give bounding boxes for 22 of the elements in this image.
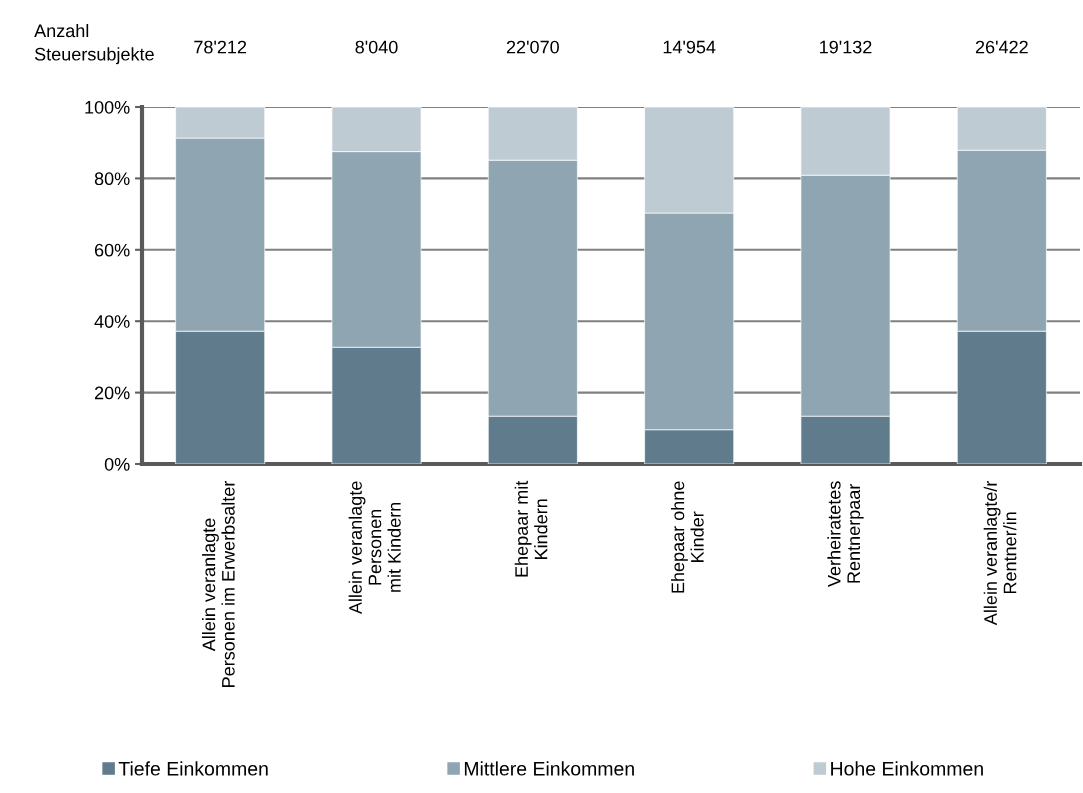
x-tick-label: Ehepaar mit Kindern: [514, 480, 548, 577]
x-tick-label: Allein veranlagte Personen im Erwerbsalter: [202, 480, 235, 687]
x-tick-label: Allein veranlagte/r Rentner/in: [983, 480, 1017, 626]
x-tick-label: Allein veranlagte Personen mit Kindern: [348, 481, 401, 615]
legend-label: Hohe Einkommen: [831, 761, 983, 776]
y-tick-label: 80%: [94, 172, 130, 186]
x-tick-label: Verheiratetes Rentnerpaar: [827, 481, 864, 587]
legend-label: Mittlere Einkommen: [464, 761, 634, 776]
y-tick-label: 20%: [94, 386, 130, 400]
text: 14'954: [663, 40, 716, 54]
text: 8'040: [355, 40, 398, 54]
y-tick-label: 40%: [94, 315, 130, 328]
text: 19'132: [820, 40, 872, 54]
x-tick-label: Ehepaar ohne Kinder: [671, 481, 704, 593]
y-tick-label: 60%: [94, 243, 130, 257]
y-tick-label: 0%: [104, 457, 130, 471]
text: 26'422: [975, 40, 1028, 54]
y-tick-label: 100%: [85, 100, 130, 114]
text: 78'212: [194, 40, 247, 54]
legend-label: Tiefe Einkommen: [118, 761, 268, 776]
text: 22'070: [506, 40, 559, 54]
text: Anzahl Steuersubjekte: [34, 23, 154, 65]
